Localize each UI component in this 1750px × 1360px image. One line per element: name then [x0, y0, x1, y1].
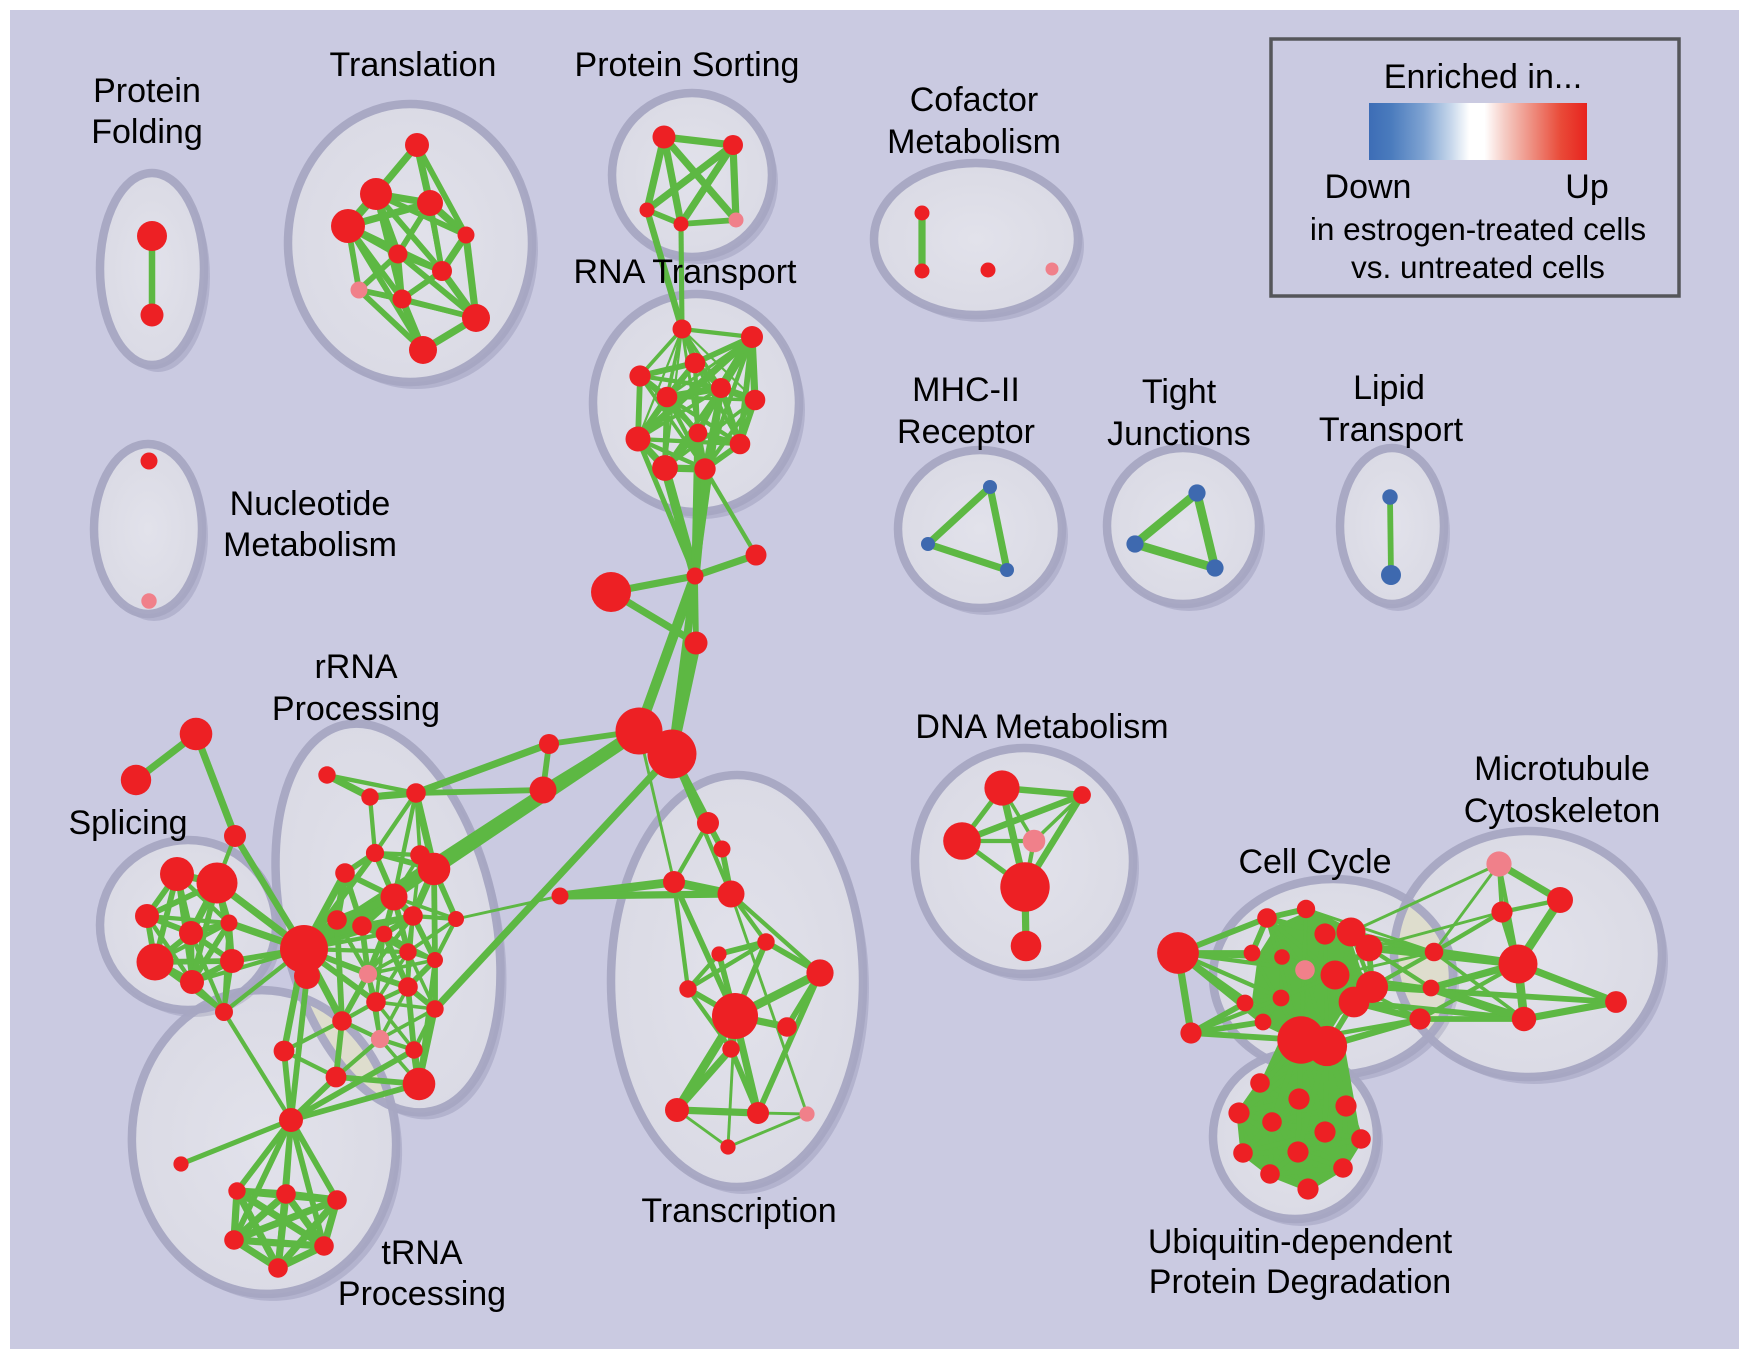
- svg-text:tRNA: tRNA: [381, 1234, 463, 1272]
- svg-text:Down: Down: [1325, 168, 1412, 206]
- svg-text:Tight: Tight: [1142, 373, 1217, 411]
- svg-text:Transcription: Transcription: [641, 1192, 836, 1230]
- svg-text:MHC-II: MHC-II: [912, 371, 1020, 409]
- svg-text:Protein Sorting: Protein Sorting: [575, 46, 800, 84]
- svg-text:DNA Metabolism: DNA Metabolism: [915, 708, 1168, 746]
- svg-text:Splicing: Splicing: [68, 804, 187, 842]
- svg-text:Translation: Translation: [330, 46, 497, 84]
- svg-text:Cytoskeleton: Cytoskeleton: [1464, 792, 1661, 830]
- svg-text:Processing: Processing: [338, 1275, 506, 1313]
- svg-text:Protein: Protein: [93, 72, 201, 110]
- svg-text:Junctions: Junctions: [1107, 415, 1251, 453]
- svg-text:Folding: Folding: [91, 113, 203, 151]
- svg-text:Metabolism: Metabolism: [887, 123, 1061, 161]
- svg-text:Lipid: Lipid: [1353, 369, 1425, 407]
- svg-text:RNA Transport: RNA Transport: [574, 253, 798, 291]
- svg-text:Transport: Transport: [1319, 411, 1464, 449]
- svg-text:Metabolism: Metabolism: [223, 526, 397, 564]
- svg-text:Protein Degradation: Protein Degradation: [1149, 1263, 1451, 1301]
- svg-text:vs. untreated cells: vs. untreated cells: [1351, 249, 1605, 285]
- svg-text:Processing: Processing: [272, 690, 440, 728]
- svg-text:Up: Up: [1565, 168, 1608, 206]
- svg-text:in estrogen-treated cells: in estrogen-treated cells: [1310, 211, 1646, 247]
- svg-text:rRNA: rRNA: [314, 648, 397, 686]
- svg-text:Ubiquitin-dependent: Ubiquitin-dependent: [1148, 1223, 1453, 1261]
- svg-text:Microtubule: Microtubule: [1474, 750, 1650, 788]
- svg-text:Nucleotide: Nucleotide: [230, 485, 391, 523]
- svg-text:Cell Cycle: Cell Cycle: [1238, 843, 1391, 881]
- svg-text:Enriched in...: Enriched in...: [1384, 58, 1582, 96]
- svg-text:Cofactor: Cofactor: [910, 81, 1039, 119]
- svg-text:Receptor: Receptor: [897, 413, 1035, 451]
